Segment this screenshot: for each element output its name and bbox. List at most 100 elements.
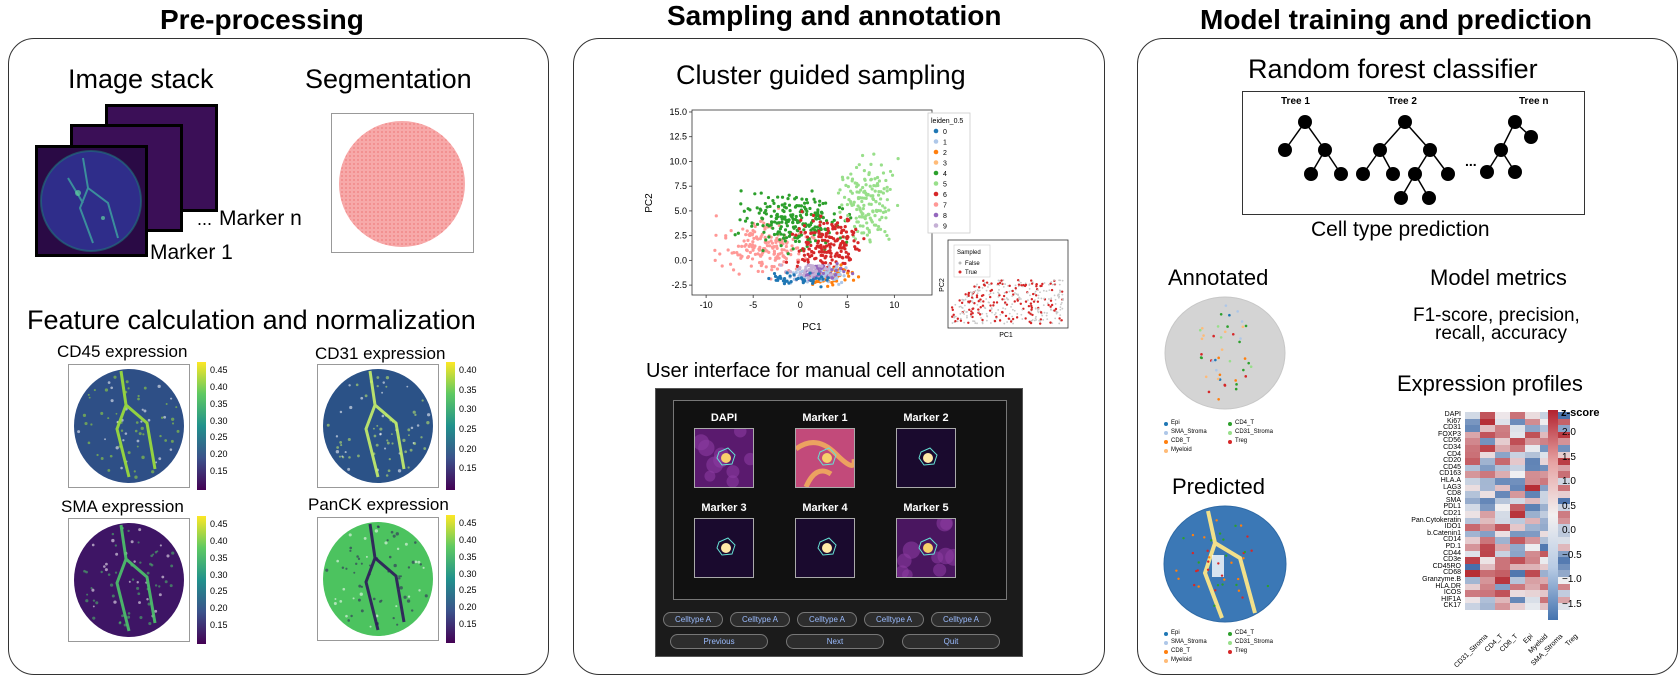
pca-point xyxy=(800,257,805,262)
pca-point xyxy=(729,229,733,233)
pca-point xyxy=(794,214,798,219)
pca-point xyxy=(750,233,754,237)
image-stack-title: Image stack xyxy=(68,64,214,94)
inset-point xyxy=(1037,308,1039,311)
inset-point xyxy=(1055,311,1058,314)
celltype-legend-marker xyxy=(1228,641,1232,645)
heatmap-cell xyxy=(1555,583,1570,591)
pca-point xyxy=(811,219,815,223)
pca-point xyxy=(771,199,775,203)
pca-point xyxy=(862,190,866,194)
ui-tile-label: DAPI xyxy=(710,412,738,424)
celltype-button[interactable]: Celltype A xyxy=(797,612,857,627)
zscore-tick: −1.0 xyxy=(1562,574,1582,585)
pca-point xyxy=(713,258,717,262)
pca-point xyxy=(885,189,889,193)
heatmap-cell xyxy=(1480,596,1495,604)
pca-point xyxy=(816,210,820,214)
predicted-cell xyxy=(1230,561,1233,564)
pca-point xyxy=(833,254,837,258)
inset-point xyxy=(1059,308,1062,311)
inset-point xyxy=(1042,318,1045,321)
inset-point xyxy=(954,315,957,318)
predicted-cell xyxy=(1222,538,1225,541)
inset-point xyxy=(977,310,980,313)
pca-point xyxy=(813,200,817,204)
inset-point xyxy=(1042,289,1045,292)
heatmap-cell xyxy=(1540,577,1555,584)
tree-n-label: Tree n xyxy=(1519,96,1548,107)
pca-point xyxy=(846,176,850,180)
inset-point xyxy=(976,292,979,295)
heatmap-cell xyxy=(1525,537,1540,544)
pca-point xyxy=(827,263,831,267)
heatmap-cell xyxy=(1540,478,1555,485)
pca-point xyxy=(810,235,814,239)
heatmap-cell xyxy=(1525,596,1540,604)
heatmap-row-label: DAPI xyxy=(1444,411,1461,418)
inset-point xyxy=(970,315,972,318)
pca-point xyxy=(873,213,877,218)
pca-point xyxy=(878,209,883,213)
pca-point xyxy=(817,250,822,254)
pca-point xyxy=(783,228,788,232)
pca-point xyxy=(856,204,860,208)
pca-point xyxy=(839,231,843,235)
pca-point xyxy=(779,244,783,248)
pca-point xyxy=(856,183,860,187)
pca-point xyxy=(761,224,765,228)
panck-colorbar-tick: 0.30 xyxy=(459,568,477,579)
inset-point xyxy=(976,322,978,325)
inset-point xyxy=(959,305,962,308)
heatmap-cell xyxy=(1465,431,1480,439)
inset-point xyxy=(978,289,981,292)
quit-button[interactable]: Quit xyxy=(902,634,1000,649)
celltype-button[interactable]: Celltype A xyxy=(663,612,723,627)
pca-scatter: 15.012.510.07.55.02.50.0-2.5 -10 -5 0 5 10 P… xyxy=(644,107,1069,339)
pca-legend-marker xyxy=(933,181,939,186)
inset-point xyxy=(1020,284,1023,287)
pca-point xyxy=(753,244,757,248)
pca-point xyxy=(867,212,871,217)
inset-point xyxy=(1013,309,1016,312)
heatmap-cell xyxy=(1510,418,1525,426)
inset-point xyxy=(1031,313,1034,317)
pca-point xyxy=(835,231,839,235)
heatmap-cell xyxy=(1495,596,1510,604)
celltype-button[interactable]: Celltype A xyxy=(730,612,790,627)
pca-point xyxy=(836,225,840,229)
heatmap-cell xyxy=(1540,431,1555,439)
pca-ytick: 5.0 xyxy=(674,206,687,216)
inset-point xyxy=(1030,304,1033,308)
pca-point xyxy=(739,189,743,193)
pca-point xyxy=(788,269,792,274)
annotated-cell xyxy=(1200,337,1204,341)
pca-point xyxy=(820,232,824,236)
pca-point xyxy=(738,218,742,222)
inset-point xyxy=(1034,307,1037,310)
predicted-cell xyxy=(1197,585,1200,588)
pca-point xyxy=(838,266,843,270)
heatmap-cell xyxy=(1540,596,1555,604)
pca-point xyxy=(881,204,885,208)
inset-point xyxy=(992,304,995,307)
cd45-colorbar-tick: 0.15 xyxy=(210,466,228,477)
heatmap-cell xyxy=(1465,524,1480,531)
previous-button[interactable]: Previous xyxy=(670,634,768,649)
pca-point xyxy=(738,253,742,257)
annotated-cell xyxy=(1226,325,1229,328)
inset-point xyxy=(976,303,979,306)
inset-point xyxy=(951,322,954,324)
heatmap-cell xyxy=(1540,464,1555,472)
pca-point xyxy=(834,223,838,227)
next-button[interactable]: Next xyxy=(786,634,884,649)
pca-point xyxy=(819,214,823,218)
inset-point xyxy=(956,320,959,323)
inset-point xyxy=(1018,298,1021,301)
heatmap-cell xyxy=(1510,590,1525,597)
inset-point xyxy=(1005,297,1008,299)
pca-point xyxy=(885,185,889,189)
pca-point xyxy=(763,227,767,231)
celltype-button[interactable]: Celltype A xyxy=(864,612,924,627)
celltype-button[interactable]: Celltype A xyxy=(931,612,991,627)
